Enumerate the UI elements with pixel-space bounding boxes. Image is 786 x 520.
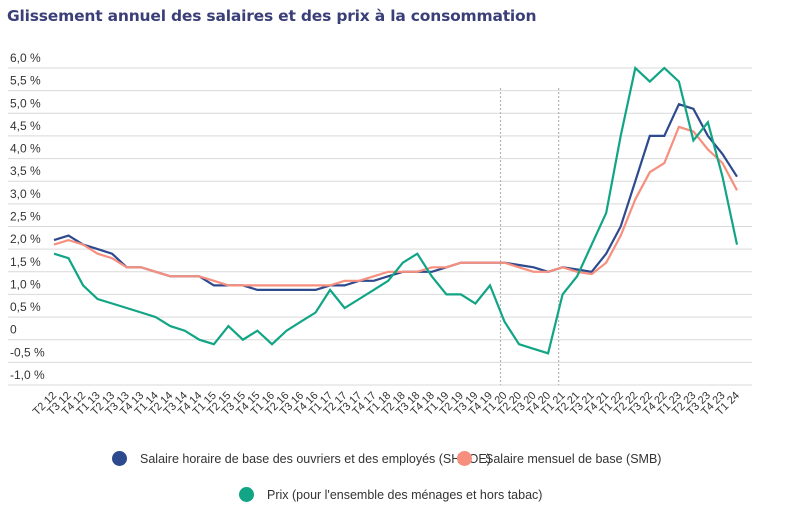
legend-item-shboe: Salaire horaire de base des ouvriers et …	[112, 451, 491, 466]
gridlines	[8, 67, 752, 386]
legend-swatch-prix	[239, 487, 254, 502]
y-tick-label: 6,0 %	[10, 51, 41, 65]
y-tick-label: 1,5 %	[10, 255, 41, 269]
y-tick-label: 5,0 %	[10, 96, 41, 110]
chart-title: Glissement annuel des salaires et des pr…	[7, 7, 537, 25]
y-tick-label: 3,5 %	[10, 164, 41, 178]
series-line-shboe	[53, 102, 738, 291]
y-tick-label: -0,5 %	[10, 345, 45, 359]
y-tick-label: 4,0 %	[10, 142, 41, 156]
series-line-prix	[53, 65, 739, 355]
vertical-markers	[499, 88, 560, 385]
legend-label-prix: Prix (pour l'ensemble des ménages et hor…	[267, 487, 543, 502]
legend-swatch-shboe	[112, 451, 127, 466]
y-tick-label: 0,5 %	[10, 300, 41, 314]
y-tick-label: 2,5 %	[10, 210, 41, 224]
series-line-smb	[53, 125, 738, 287]
legend-label-shboe: Salaire horaire de base des ouvriers et …	[140, 451, 491, 466]
legend-item-smb: Salaire mensuel de base (SMB)	[457, 451, 661, 466]
y-tick-label: 0	[10, 323, 17, 337]
y-tick-label: -1,0 %	[10, 368, 45, 382]
y-tick-label: 5,5 %	[10, 74, 41, 88]
legend-item-prix: Prix (pour l'ensemble des ménages et hor…	[239, 487, 542, 502]
series-lines	[53, 65, 739, 355]
y-tick-label: 2,0 %	[10, 232, 41, 246]
legend-swatch-smb	[457, 451, 472, 466]
y-tick-label: 1,0 %	[10, 277, 41, 291]
y-axis-ticks: 6,0 % 5,5 % 5,0 % 4,5 % 4,0 % 3,5 % 3,0 % 2,5 %…	[10, 51, 45, 382]
y-tick-label: 3,0 %	[10, 187, 41, 201]
legend-label-smb: Salaire mensuel de base (SMB)	[485, 451, 662, 466]
y-tick-label: 4,5 %	[10, 119, 41, 133]
